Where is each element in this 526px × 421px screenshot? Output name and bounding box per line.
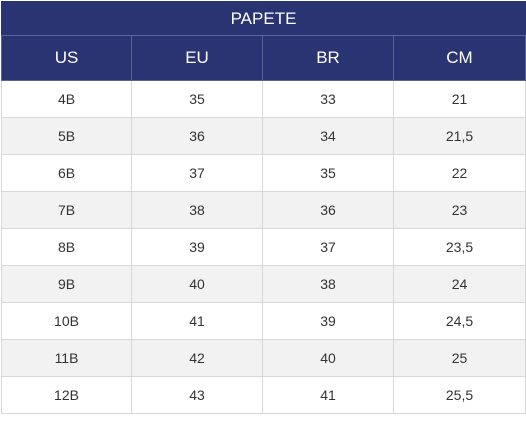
- cell-us: 11B: [1, 339, 132, 377]
- cell-br: 37: [262, 228, 394, 266]
- cell-cm: 23,5: [392, 228, 526, 266]
- cell-br: 34: [262, 117, 394, 155]
- cell-eu: 41: [131, 302, 263, 340]
- cell-us: 4B: [1, 80, 132, 118]
- column-header-row: US EU BR CM: [1, 35, 526, 81]
- table-body: 4B 35 33 21 5B 36 34 21,5 6B 37 35 22 7B…: [1, 80, 526, 414]
- table-row: 6B 37 35 22: [1, 154, 526, 192]
- title-row: PAPETE: [0, 1, 526, 36]
- cell-eu: 40: [131, 265, 263, 303]
- cell-us: 8B: [1, 228, 132, 266]
- table-row: 4B 35 33 21: [1, 80, 526, 118]
- column-header-eu: EU: [131, 35, 263, 81]
- column-header-br: BR: [262, 35, 394, 81]
- cell-cm: 25: [392, 339, 526, 377]
- cell-eu: 35: [131, 80, 263, 118]
- cell-cm: 22: [392, 154, 526, 192]
- table-row: 10B 41 39 24,5: [1, 302, 526, 340]
- cell-br: 41: [262, 376, 394, 414]
- cell-cm: 24,5: [392, 302, 526, 340]
- cell-eu: 37: [131, 154, 263, 192]
- column-header-cm: CM: [392, 35, 526, 81]
- cell-us: 12B: [1, 376, 132, 414]
- cell-cm: 21: [392, 80, 526, 118]
- cell-us: 5B: [1, 117, 132, 155]
- cell-eu: 36: [131, 117, 263, 155]
- table-row: 12B 43 41 25,5: [1, 376, 526, 414]
- cell-eu: 42: [131, 339, 263, 377]
- cell-us: 10B: [1, 302, 132, 340]
- cell-br: 39: [262, 302, 394, 340]
- cell-cm: 23: [392, 191, 526, 229]
- cell-us: 7B: [1, 191, 132, 229]
- cell-br: 38: [262, 265, 394, 303]
- table-row: 7B 38 36 23: [1, 191, 526, 229]
- table-row: 11B 42 40 25: [1, 339, 526, 377]
- cell-br: 36: [262, 191, 394, 229]
- cell-eu: 39: [131, 228, 263, 266]
- cell-us: 9B: [1, 265, 132, 303]
- column-header-us: US: [1, 35, 132, 81]
- table-row: 5B 36 34 21,5: [1, 117, 526, 155]
- cell-br: 35: [262, 154, 394, 192]
- cell-cm: 25,5: [392, 376, 526, 414]
- cell-eu: 43: [131, 376, 263, 414]
- cell-br: 33: [262, 80, 394, 118]
- cell-us: 6B: [1, 154, 132, 192]
- cell-eu: 38: [131, 191, 263, 229]
- table-row: 8B 39 37 23,5: [1, 228, 526, 266]
- cell-cm: 24: [392, 265, 526, 303]
- table-row: 9B 40 38 24: [1, 265, 526, 303]
- cell-cm: 21,5: [392, 117, 526, 155]
- cell-br: 40: [262, 339, 394, 377]
- table-title: PAPETE: [0, 1, 526, 36]
